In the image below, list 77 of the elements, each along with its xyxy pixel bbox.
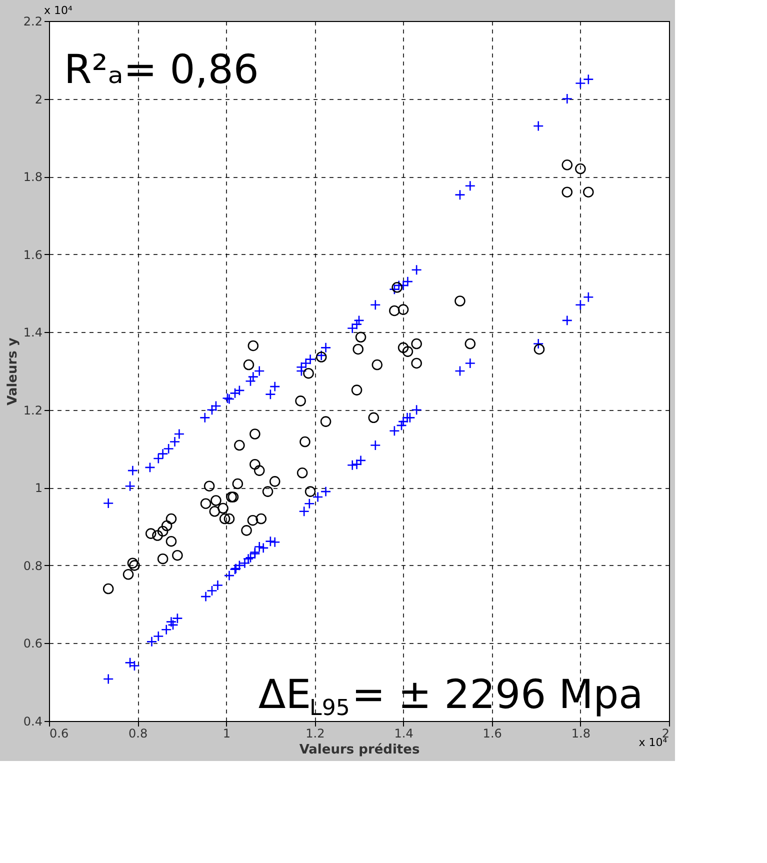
point bbox=[172, 550, 183, 561]
point bbox=[575, 163, 586, 174]
point bbox=[355, 332, 366, 343]
point bbox=[372, 359, 383, 370]
point bbox=[389, 305, 400, 316]
point bbox=[562, 160, 573, 170]
point bbox=[583, 186, 594, 198]
point bbox=[243, 359, 254, 370]
text: x 10⁴ bbox=[638, 736, 668, 749]
point bbox=[304, 486, 316, 497]
point bbox=[411, 338, 422, 350]
x-tick-label: 1.2 bbox=[306, 726, 325, 740]
point bbox=[247, 514, 258, 526]
point bbox=[464, 338, 476, 350]
point bbox=[219, 513, 230, 524]
y-tick-label: 1 bbox=[34, 481, 42, 496]
point bbox=[122, 569, 134, 580]
point bbox=[209, 506, 220, 517]
point bbox=[262, 486, 274, 497]
point bbox=[102, 583, 114, 594]
point bbox=[250, 458, 260, 470]
point bbox=[254, 465, 265, 476]
point bbox=[398, 304, 409, 315]
y-tick-label: 0.4 bbox=[23, 714, 42, 728]
point bbox=[234, 440, 245, 451]
point bbox=[398, 342, 409, 354]
x-tick-label: 0.8 bbox=[128, 726, 148, 740]
point bbox=[157, 553, 168, 564]
point bbox=[210, 495, 222, 506]
y-tick-label: 1.2 bbox=[23, 403, 42, 418]
point bbox=[224, 513, 235, 524]
annotation: R²ₐ= 0,86 bbox=[64, 47, 259, 93]
point bbox=[232, 478, 244, 490]
point bbox=[368, 412, 380, 424]
x-tick-label: 0.6 bbox=[50, 726, 69, 740]
point bbox=[157, 526, 168, 537]
x-tick-label: 1.4 bbox=[394, 726, 414, 740]
point bbox=[269, 476, 280, 487]
point bbox=[454, 296, 466, 306]
y-tick-label: 1.8 bbox=[23, 170, 42, 184]
point bbox=[127, 558, 138, 568]
x-tick-label: 1.8 bbox=[571, 726, 590, 740]
point bbox=[300, 436, 310, 448]
point bbox=[129, 560, 140, 571]
point bbox=[204, 480, 215, 492]
point bbox=[562, 186, 573, 198]
point bbox=[411, 358, 422, 369]
x-tick-label: 1.6 bbox=[482, 726, 502, 740]
point bbox=[200, 498, 212, 509]
point bbox=[295, 396, 306, 406]
point bbox=[256, 513, 267, 524]
point bbox=[534, 344, 545, 355]
point bbox=[402, 346, 414, 357]
y-tick-label: 0.8 bbox=[23, 558, 42, 573]
point bbox=[166, 513, 177, 524]
y-tick-label: 1.6 bbox=[23, 248, 42, 262]
y-axis-title: Valeurs y bbox=[5, 337, 20, 406]
point bbox=[352, 344, 364, 355]
point bbox=[161, 520, 172, 532]
y-tick-label: 2 bbox=[34, 92, 42, 106]
point bbox=[351, 384, 362, 396]
y-tick-label: 0.6 bbox=[23, 636, 42, 651]
point bbox=[250, 428, 260, 440]
x-tick-label: 1 bbox=[222, 726, 230, 740]
point bbox=[152, 530, 163, 541]
text: x 10⁴ bbox=[44, 4, 74, 17]
point bbox=[320, 416, 332, 427]
point bbox=[303, 368, 314, 379]
point bbox=[248, 340, 259, 352]
y-tick-label: 1.4 bbox=[23, 326, 42, 340]
x-axis-title: Valeurs prédites bbox=[299, 742, 420, 758]
point bbox=[145, 528, 156, 539]
point bbox=[296, 468, 308, 478]
point bbox=[241, 525, 252, 536]
point bbox=[218, 502, 228, 514]
y-tick-label: 2.2 bbox=[23, 14, 42, 28]
point bbox=[166, 536, 177, 547]
